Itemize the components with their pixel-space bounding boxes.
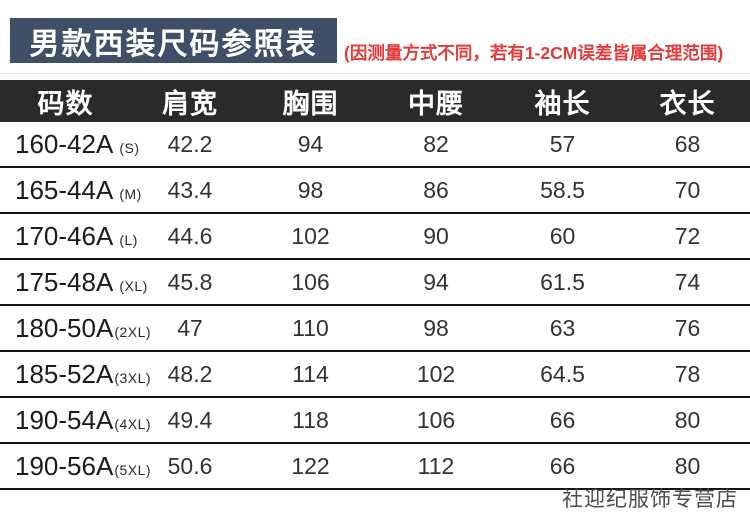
size-table: 码数 肩宽 胸围 中腰 袖长 衣长 160-42A (S) 42.2 94 82 … (0, 80, 750, 490)
size-code: 185-52A (15, 358, 114, 389)
waist-cell: 82 (423, 130, 449, 157)
chest-cell: 118 (292, 406, 329, 433)
size-cell: 175-48A (XL) (0, 266, 147, 298)
size-cell: 190-54A(4XL) (0, 404, 151, 436)
length-cell: 80 (674, 406, 701, 433)
fit-label: (L) (119, 231, 138, 248)
shoulder-cell: 44.6 (167, 222, 213, 249)
store-watermark: 社迎纪服饰专营店 (562, 488, 738, 511)
fit-label: (4XL) (114, 415, 152, 432)
size-code: 190-56A (15, 450, 114, 481)
column-header-waist: 中腰 (408, 88, 464, 119)
length-cell: 74 (674, 268, 701, 295)
shoulder-cell: 43.4 (167, 176, 213, 203)
sleeve-cell: 61.5 (540, 268, 585, 295)
fit-label: (M) (119, 185, 142, 202)
length-cell: 78 (674, 360, 701, 387)
size-code: 175-48A (15, 266, 114, 297)
fit-label: (S) (119, 139, 140, 156)
waist-cell: 102 (416, 360, 456, 387)
size-cell: 170-46A (L) (0, 220, 137, 252)
chest-cell: 106 (291, 268, 330, 295)
fit-label: (5XL) (114, 461, 152, 478)
waist-cell: 86 (423, 176, 449, 203)
table-row: 165-44A (M) 43.4 98 86 58.5 70 (0, 168, 750, 214)
waist-cell: 98 (423, 314, 449, 341)
sleeve-cell: 58.5 (540, 176, 585, 203)
shoulder-cell: 48.2 (167, 360, 213, 387)
chest-cell: 98 (297, 176, 324, 203)
sleeve-cell: 60 (549, 222, 576, 249)
length-cell: 72 (674, 222, 701, 249)
sleeve-cell: 64.5 (540, 360, 585, 387)
shoulder-cell: 42.2 (167, 130, 213, 157)
size-code: 160-42A (15, 128, 114, 159)
length-cell: 68 (674, 130, 701, 157)
column-header-length: 衣长 (659, 88, 716, 119)
chest-cell: 102 (291, 222, 330, 249)
waist-cell: 112 (417, 452, 455, 479)
table-row: 170-46A (L) 44.6 102 90 60 72 (0, 214, 750, 260)
fit-label: (2XL) (114, 323, 152, 340)
page-title: 男款西装尺码参照表 (10, 18, 337, 63)
size-code: 165-44A (15, 174, 114, 205)
table-row: 160-42A (S) 42.2 94 82 57 68 (0, 122, 750, 168)
waist-cell: 94 (423, 268, 449, 295)
size-cell: 190-56A(5XL) (0, 450, 151, 482)
table-header-row: 码数 肩宽 胸围 中腰 袖长 衣长 (0, 80, 750, 122)
length-cell: 76 (674, 314, 701, 341)
shoulder-cell: 45.8 (167, 268, 213, 295)
chest-cell: 110 (292, 314, 329, 341)
chest-cell: 114 (292, 360, 329, 387)
table-row: 190-54A(4XL) 49.4 118 106 66 80 (0, 398, 750, 444)
fit-label: (XL) (119, 277, 148, 294)
column-header-shoulder: 肩宽 (162, 88, 218, 119)
shoulder-cell: 50.6 (167, 452, 213, 479)
table-row: 190-56A(5XL) 50.6 122 112 66 80 (0, 444, 750, 490)
waist-cell: 106 (416, 406, 456, 433)
waist-cell: 90 (423, 222, 449, 249)
size-code: 180-50A (15, 312, 114, 343)
table-row: 185-52A(3XL) 48.2 114 102 64.5 78 (0, 352, 750, 398)
chest-cell: 122 (291, 452, 330, 479)
column-header-size: 码数 (37, 88, 94, 119)
column-header-sleeve: 袖长 (534, 88, 591, 119)
shoulder-cell: 47 (177, 314, 203, 341)
size-cell: 160-42A (S) (0, 128, 139, 160)
tolerance-note: (因测量方式不同，若有1-2CM误差皆属合理范围) (344, 43, 724, 63)
sleeve-cell: 57 (549, 130, 576, 157)
sleeve-cell: 66 (549, 452, 576, 479)
size-code: 190-54A (15, 404, 114, 435)
table-row: 175-48A (XL) 45.8 106 94 61.5 74 (0, 260, 750, 306)
length-cell: 70 (674, 176, 701, 203)
sleeve-cell: 66 (549, 406, 576, 433)
size-cell: 165-44A (M) (0, 174, 141, 206)
header-divider (0, 73, 750, 74)
length-cell: 80 (674, 452, 701, 479)
size-code: 170-46A (15, 220, 114, 251)
chest-cell: 94 (297, 130, 324, 157)
size-cell: 185-52A(3XL) (0, 358, 151, 390)
shoulder-cell: 49.4 (167, 406, 213, 433)
column-header-chest: 胸围 (282, 88, 339, 119)
table-row: 180-50A(2XL) 47 110 98 63 76 (0, 306, 750, 352)
size-cell: 180-50A(2XL) (0, 312, 151, 344)
fit-label: (3XL) (114, 369, 152, 386)
sleeve-cell: 63 (549, 314, 576, 341)
